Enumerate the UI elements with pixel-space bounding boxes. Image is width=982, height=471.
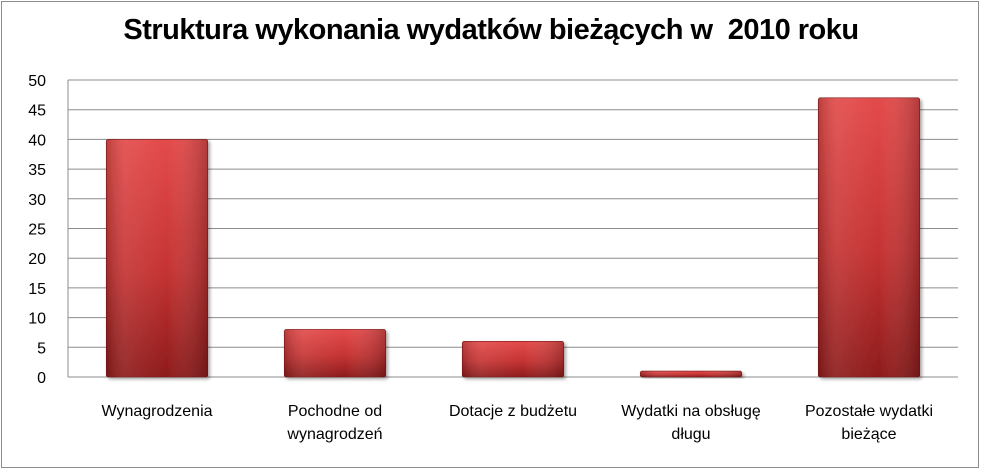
bar xyxy=(817,97,921,378)
bar xyxy=(283,329,387,378)
y-tick-label: 40 xyxy=(28,132,46,149)
y-tick-label: 50 xyxy=(28,73,46,90)
x-category-label: Wynagrodzenia xyxy=(101,403,212,420)
x-category-label-line: bieżące xyxy=(841,426,896,443)
x-axis-labels: Wynagrodzenia Pochodne od wynagrodzeń Dotac… xyxy=(101,403,933,443)
x-category-label: Pochodne od wynagrodzeń xyxy=(286,403,382,443)
bar xyxy=(105,139,209,378)
y-tick-label: 35 xyxy=(28,162,46,179)
bar-shade xyxy=(818,97,920,377)
x-category-label: Dotacje z budżetu xyxy=(449,403,577,420)
y-tick-label: 15 xyxy=(28,281,46,298)
x-category-label: Pozostałe wydatki bieżące xyxy=(805,403,933,443)
y-axis-ticks: 0 5 10 15 20 25 30 35 40 45 50 xyxy=(28,73,46,387)
x-category-label-line: Wydatki na obsługę xyxy=(621,403,761,420)
x-category-label-line: wynagrodzeń xyxy=(286,426,382,443)
bar xyxy=(461,341,565,378)
x-category-label-line: Pochodne od xyxy=(288,403,382,420)
y-tick-label: 45 xyxy=(28,103,46,120)
y-tick-label: 30 xyxy=(28,192,46,209)
x-category-label-line: Wynagrodzenia xyxy=(101,403,212,420)
x-category-label-line: Pozostałe wydatki xyxy=(805,403,933,420)
chart-title: Struktura wykonania wydatków bieżących w… xyxy=(123,14,859,46)
y-tick-label: 5 xyxy=(37,340,46,357)
bar-shade xyxy=(284,329,386,377)
bar xyxy=(639,370,743,378)
bar-shade xyxy=(640,371,742,377)
bar-shade xyxy=(106,139,208,377)
x-category-label: Wydatki na obsługę długu xyxy=(621,403,761,443)
x-category-label-line: długu xyxy=(671,426,710,443)
bar-shade xyxy=(462,341,564,377)
bars xyxy=(105,97,921,378)
y-tick-label: 0 xyxy=(37,370,46,387)
x-category-label-line: Dotacje z budżetu xyxy=(449,403,577,420)
y-tick-label: 25 xyxy=(28,222,46,239)
y-tick-label: 10 xyxy=(28,311,46,328)
y-tick-label: 20 xyxy=(28,251,46,268)
